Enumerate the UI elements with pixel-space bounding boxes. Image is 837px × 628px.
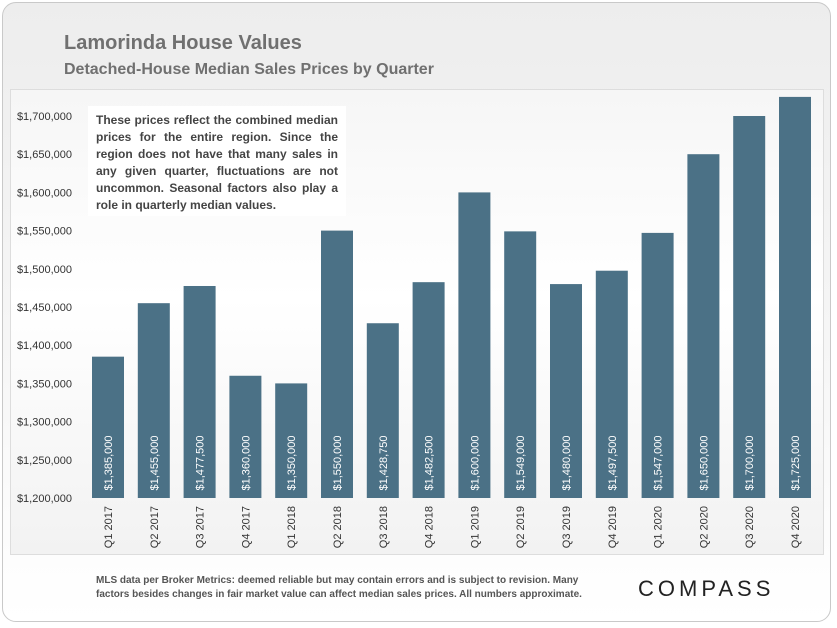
data-label: $1,477,500 xyxy=(195,435,207,490)
y-tick-label: $1,250,000 xyxy=(17,455,72,467)
bar xyxy=(458,192,491,498)
x-tick-label: Q4 2017 xyxy=(240,506,252,548)
y-tick-label: $1,450,000 xyxy=(17,302,72,314)
compass-logo: COMPASS xyxy=(638,576,775,601)
data-label: $1,725,000 xyxy=(790,435,802,490)
data-label: $1,482,500 xyxy=(424,435,436,490)
footer-disclaimer: MLS data per Broker Metrics: deemed reli… xyxy=(96,575,582,600)
x-tick-label: Q3 2020 xyxy=(744,506,756,548)
x-tick-label: Q3 2018 xyxy=(378,506,390,548)
bar xyxy=(550,284,582,498)
chart-title: Lamorinda House Values xyxy=(64,32,302,54)
data-label: $1,497,500 xyxy=(607,435,619,490)
bar xyxy=(321,230,353,498)
bar xyxy=(779,96,811,499)
y-tick-label: $1,400,000 xyxy=(17,340,72,352)
bar xyxy=(504,231,537,498)
data-label: $1,550,000 xyxy=(332,435,344,490)
x-tick-label: Q4 2018 xyxy=(424,506,436,548)
x-tick-label: Q2 2018 xyxy=(332,506,344,548)
data-label: $1,650,000 xyxy=(698,435,710,490)
y-tick-label: $1,650,000 xyxy=(17,149,72,161)
x-tick-label: Q2 2017 xyxy=(149,506,161,548)
chart-subtitle: Detached-House Median Sales Prices by Qu… xyxy=(64,61,434,78)
data-label: $1,600,000 xyxy=(469,435,481,490)
x-tick-label: Q1 2018 xyxy=(286,506,298,548)
bar xyxy=(641,232,674,498)
y-tick-label: $1,600,000 xyxy=(17,187,72,199)
data-label: $1,547,000 xyxy=(653,435,665,490)
x-tick-label: Q4 2019 xyxy=(607,506,619,548)
x-tick-label: Q3 2019 xyxy=(561,506,573,548)
data-label: $1,428,750 xyxy=(378,435,390,490)
data-label: $1,480,000 xyxy=(561,435,573,490)
y-tick-label: $1,300,000 xyxy=(17,417,72,429)
data-label: $1,385,000 xyxy=(103,435,115,490)
x-tick-label: Q1 2019 xyxy=(469,506,481,548)
y-tick-label: $1,550,000 xyxy=(17,226,72,238)
x-tick-label: Q1 2020 xyxy=(653,506,665,548)
data-label: $1,549,000 xyxy=(515,435,527,490)
bar xyxy=(366,323,399,498)
bar xyxy=(733,116,766,498)
x-tick-label: Q1 2017 xyxy=(103,506,115,548)
x-tick-label: Q2 2019 xyxy=(515,506,527,548)
bar xyxy=(229,375,262,498)
data-label: $1,360,000 xyxy=(240,435,252,490)
bar xyxy=(595,270,628,498)
data-label: $1,350,000 xyxy=(286,435,298,490)
data-label: $1,455,000 xyxy=(149,435,161,490)
y-tick-label: $1,500,000 xyxy=(17,264,72,276)
bar xyxy=(137,303,170,498)
bar xyxy=(687,154,720,498)
y-tick-label: $1,700,000 xyxy=(17,111,72,123)
bar xyxy=(183,285,216,498)
bar xyxy=(412,282,445,498)
x-tick-label: Q4 2020 xyxy=(790,506,802,548)
x-tick-label: Q3 2017 xyxy=(195,506,207,548)
y-tick-label: $1,200,000 xyxy=(17,493,72,505)
bar xyxy=(275,383,308,498)
data-label: $1,700,000 xyxy=(744,435,756,490)
x-tick-label: Q2 2020 xyxy=(698,506,710,548)
y-tick-label: $1,350,000 xyxy=(17,378,72,390)
bar xyxy=(92,356,124,498)
explanatory-note: These prices reflect the combined median… xyxy=(88,106,346,216)
